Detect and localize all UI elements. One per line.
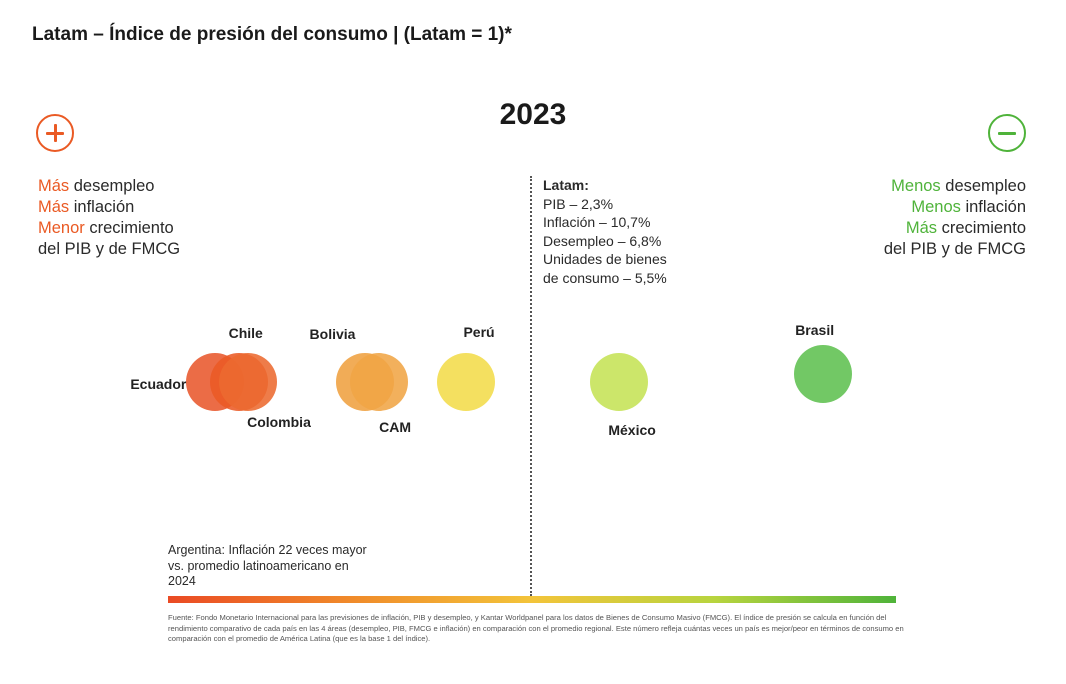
latam-summary: Latam: PIB – 2,3% Inflación – 10,7% Dese… [543, 176, 667, 287]
source-note: Fuente: Fondo Monetario Internacional pa… [168, 613, 904, 643]
plus-icon [36, 114, 74, 152]
bubble-colombia [219, 353, 278, 411]
bubble-peru [437, 353, 496, 411]
argentina-note: Argentina: Inflación 22 veces mayor vs. … [168, 543, 367, 588]
legend-left-text-2: inflación [69, 198, 135, 216]
label-ecuador: Ecuador [130, 376, 187, 392]
label-mexico: México [608, 422, 656, 438]
bubble-plot: Ecuador Chile Colombia Bolivia CAM Perú México… [130, 300, 896, 460]
legend-right-text-3: crecimiento [937, 219, 1026, 237]
legend-right-accent-1: Menos [891, 177, 941, 195]
year-label: 2023 [499, 98, 567, 131]
legend-right-text-2: inflación [960, 198, 1026, 216]
label-chile: Chile [228, 325, 263, 341]
chart-title: Latam – Índice de presión del consumo | … [32, 24, 512, 45]
latam-inflation: Inflación – 10,7% [543, 214, 651, 230]
legend-left-accent-2: Más [38, 198, 70, 216]
latam-average-line [530, 176, 532, 596]
latam-unemployment: Desempleo – 6,8% [543, 232, 662, 249]
bubble-brasil [794, 345, 853, 403]
label-peru: Perú [463, 324, 495, 340]
legend-right-text-4: del PIB y de FMCG [883, 240, 1026, 258]
latam-pib: PIB – 2,3% [543, 195, 614, 212]
latam-consumer-units-2: de consumo – 5,5% [543, 269, 667, 286]
minus-icon [988, 114, 1026, 152]
legend-right-accent-3: Más [905, 219, 938, 237]
legend-left-text-3: crecimiento [84, 219, 174, 237]
bubble-cam [350, 353, 409, 411]
bubble-mexico [590, 353, 649, 411]
pressure-scale-bar [168, 596, 896, 603]
legend-left-text-1: desempleo [69, 177, 155, 195]
latam-summary-label: Latam: [543, 177, 589, 193]
legend-right-accent-2: Menos [911, 198, 961, 216]
legend-left-text-4: del PIB y de FMCG [38, 240, 181, 258]
latam-consumer-units-1: Unidades de bienes [543, 251, 667, 267]
legend-more-pressure: Más desempleo Más inflación Menor crecim… [38, 176, 180, 260]
label-brasil: Brasil [795, 322, 835, 338]
legend-left-accent-3: Menor [38, 219, 85, 237]
label-bolivia: Bolivia [309, 326, 356, 342]
legend-left-accent-1: Más [38, 177, 70, 195]
legend-less-pressure: Menos desempleo Menos inflación Más crec… [884, 176, 1026, 260]
legend-right-text-1: desempleo [940, 177, 1026, 195]
label-cam: CAM [379, 419, 411, 435]
label-colombia: Colombia [247, 414, 311, 430]
